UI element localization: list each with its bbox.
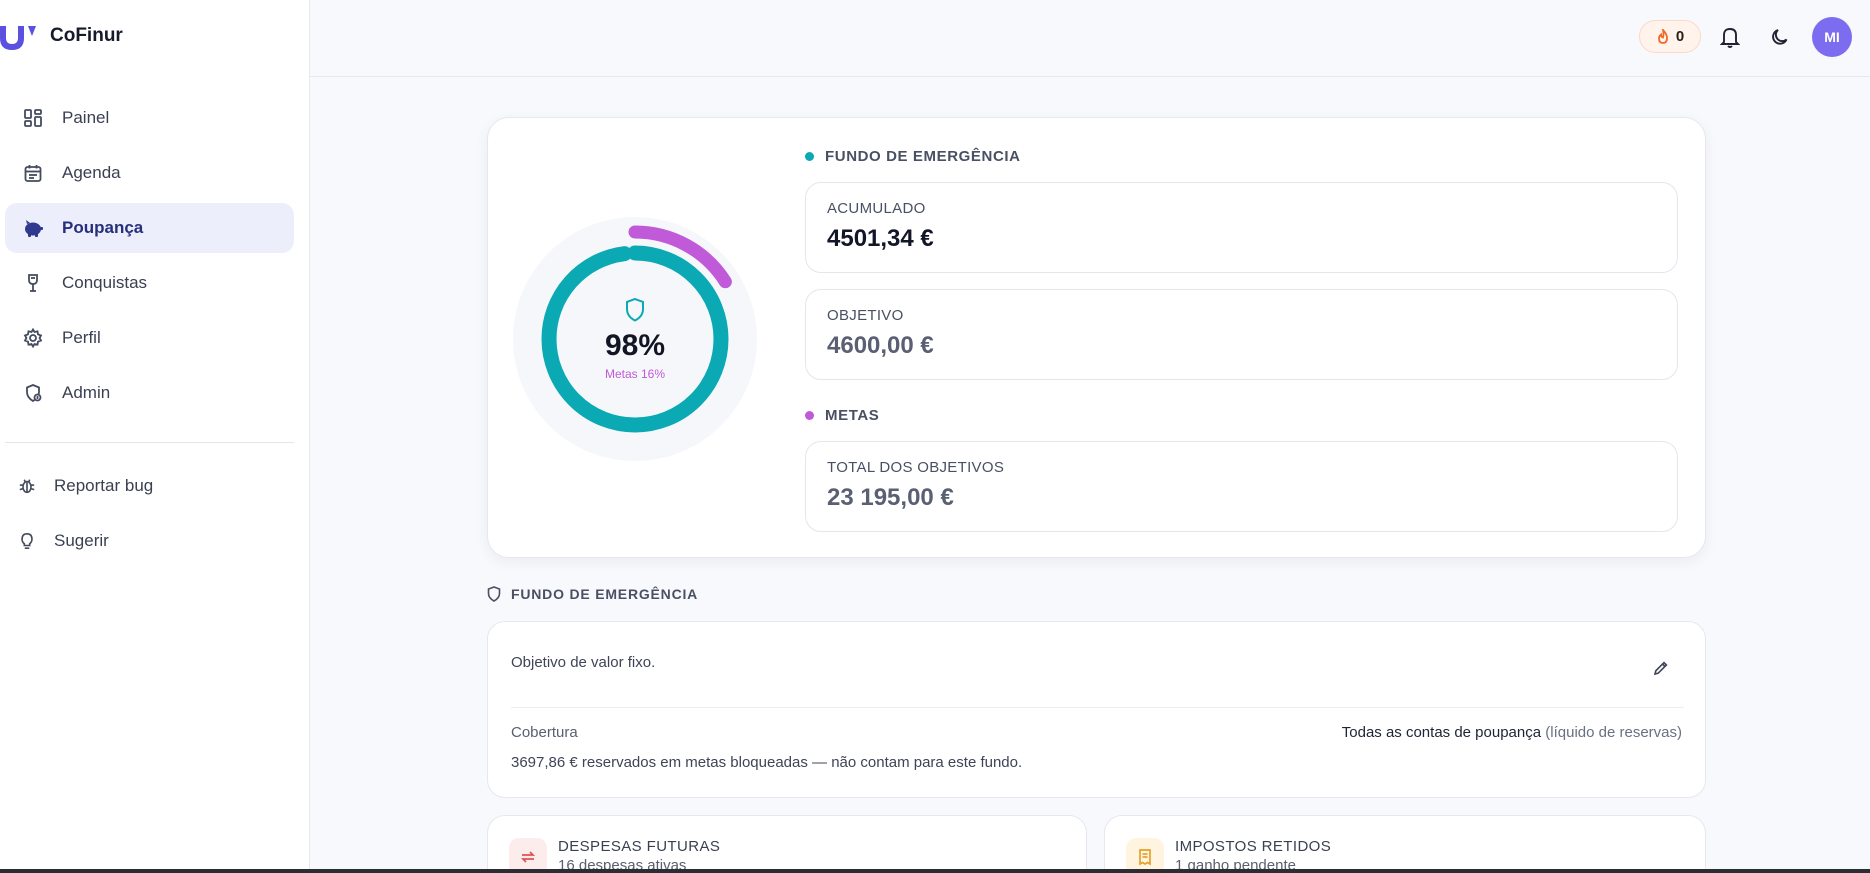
calendar-icon: [22, 162, 44, 184]
edit-button[interactable]: [1646, 653, 1676, 683]
emergency-dot: [805, 152, 814, 161]
sidebar-item-perfil[interactable]: Perfil: [5, 313, 294, 363]
gear-icon: [22, 327, 44, 349]
coverage-qualifier: (líquido de reservas): [1545, 724, 1682, 741]
sidebar-item-label: Poupança: [62, 218, 144, 237]
shield-icon: [487, 586, 501, 602]
ring-goals-subtitle: Metas 16%: [604, 367, 666, 381]
accumulated-value: 4501,34 €: [827, 225, 934, 252]
window-bottom-edge: [0, 869, 1870, 873]
sidebar-item-label: Sugerir: [54, 531, 109, 550]
flame-icon: [1657, 28, 1668, 44]
emergency-ring-arc: [541, 245, 729, 433]
bug-icon: [16, 475, 38, 497]
admin-shield-icon: [22, 382, 44, 404]
reserved-note: 3697,86 € reservados em metas bloqueadas…: [511, 754, 1023, 771]
brand[interactable]: CoFinur: [0, 14, 123, 58]
sidebar-item-conquistas[interactable]: Conquistas: [5, 258, 294, 308]
piggy-bank-icon: [22, 217, 44, 239]
sidebar-item-label: Perfil: [62, 328, 101, 347]
emergency-fund-card: Objetivo de valor fixo. Cobertura Todas …: [487, 621, 1706, 798]
sidebar-item-agenda[interactable]: Agenda: [5, 148, 294, 198]
sidebar-item-admin[interactable]: Admin: [5, 368, 294, 418]
lightbulb-icon: [16, 530, 38, 552]
sidebar-item-label: Agenda: [62, 163, 121, 182]
emergency-fund-heading-text: FUNDO DE EMERGÊNCIA: [511, 586, 699, 602]
sidebar-item-painel[interactable]: Painel: [5, 93, 294, 143]
emergency-fund-description: Objetivo de valor fixo.: [511, 654, 656, 671]
sidebar-item-reportar-bug[interactable]: Reportar bug: [5, 461, 294, 511]
coverage-label: Cobertura: [511, 724, 578, 741]
withheld-taxes-title: IMPOSTOS RETIDOS: [1175, 838, 1332, 855]
sidebar-item-label: Admin: [62, 383, 111, 402]
secondary-nav: Reportar bug Sugerir: [5, 461, 294, 571]
target-label: OBJETIVO: [827, 307, 904, 324]
ring-percent: 98%: [604, 329, 666, 362]
sidebar-divider: [5, 442, 294, 443]
accumulated-box: ACUMULADO 4501,34 €: [805, 182, 1678, 273]
savings-summary-card: 98% Metas 16% FUNDO DE EMERGÊNCIA ACUMUL…: [487, 117, 1706, 558]
shield-icon: [626, 297, 644, 322]
goals-section-label: METAS: [805, 407, 879, 424]
coverage-value: Todas as contas de poupança (líquido de …: [1342, 724, 1682, 741]
goals-section-title: METAS: [825, 407, 880, 424]
pencil-icon: [1653, 661, 1668, 676]
divider: [511, 707, 1684, 708]
withheld-taxes-card[interactable]: IMPOSTOS RETIDOS 1 ganho pendente: [1104, 815, 1706, 873]
progress-ring: 98% Metas 16%: [512, 216, 758, 462]
sidebar: CoFinur Painel Agenda Poupança Conquista…: [0, 0, 310, 873]
notifications-bell-icon[interactable]: [1717, 24, 1743, 50]
app-name: CoFinur: [50, 25, 123, 46]
repeat-arrows-icon: [509, 838, 547, 873]
main-nav: Painel Agenda Poupança Conquistas Perfil: [5, 93, 294, 423]
emergency-fund-heading: FUNDO DE EMERGÊNCIA: [487, 586, 698, 602]
sidebar-item-label: Painel: [62, 108, 110, 127]
trophy-icon: [22, 272, 44, 294]
sidebar-item-label: Reportar bug: [54, 476, 154, 495]
accumulated-label: ACUMULADO: [827, 200, 926, 217]
sidebar-item-sugerir[interactable]: Sugerir: [5, 516, 294, 566]
dark-mode-moon-icon[interactable]: [1767, 24, 1793, 50]
emergency-section-title: FUNDO DE EMERGÊNCIA: [825, 148, 1021, 165]
emergency-section-label: FUNDO DE EMERGÊNCIA: [805, 148, 1021, 165]
goals-dot: [805, 411, 814, 420]
sidebar-item-label: Conquistas: [62, 273, 148, 292]
dashboard-icon: [22, 107, 44, 129]
target-box: OBJETIVO 4600,00 €: [805, 289, 1678, 380]
target-value: 4600,00 €: [827, 332, 934, 359]
ring-center: 98% Metas 16%: [512, 216, 758, 462]
goals-total-box: TOTAL DOS OBJETIVOS 23 195,00 €: [805, 441, 1678, 532]
streak-count: 0: [1675, 28, 1685, 45]
coverage-accounts: Todas as contas de poupança: [1341, 724, 1542, 741]
goals-total-label: TOTAL DOS OBJETIVOS: [827, 459, 1005, 476]
future-expenses-card[interactable]: DESPESAS FUTURAS 16 despesas ativas: [487, 815, 1087, 873]
topbar: 0 MI: [310, 0, 1870, 77]
streak-badge[interactable]: 0: [1639, 20, 1701, 53]
future-expenses-title: DESPESAS FUTURAS: [558, 838, 721, 855]
goals-ring-arc: [521, 225, 749, 453]
user-avatar[interactable]: MI: [1812, 17, 1852, 57]
progress-ring-chart: [513, 217, 757, 461]
goals-total-value: 23 195,00 €: [827, 484, 954, 511]
sidebar-item-poupanca[interactable]: Poupança: [5, 203, 294, 253]
app-logo-icon: [0, 26, 36, 50]
receipt-icon: [1126, 838, 1164, 873]
